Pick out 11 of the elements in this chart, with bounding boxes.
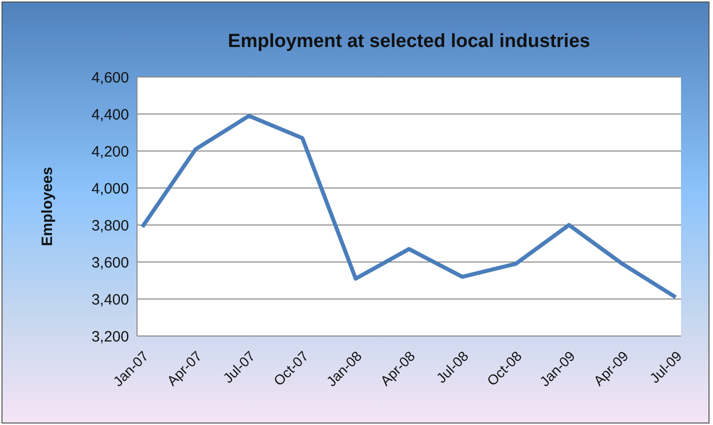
y-tick-label: 3,600 bbox=[91, 254, 129, 272]
line-series bbox=[140, 114, 678, 300]
y-tick-label: 4,600 bbox=[91, 69, 129, 86]
y-tick-label: 3,800 bbox=[91, 217, 129, 234]
y-axis-title: Employees bbox=[39, 166, 56, 246]
y-tick-label: 4,200 bbox=[91, 143, 129, 160]
y-tick-label: 4,000 bbox=[91, 180, 129, 198]
y-tick-label: 3,200 bbox=[91, 328, 129, 346]
y-tick-label: 4,400 bbox=[91, 106, 129, 124]
chart-title: Employment at selected local industries bbox=[228, 31, 590, 52]
y-tick-label: 3,400 bbox=[91, 291, 129, 308]
